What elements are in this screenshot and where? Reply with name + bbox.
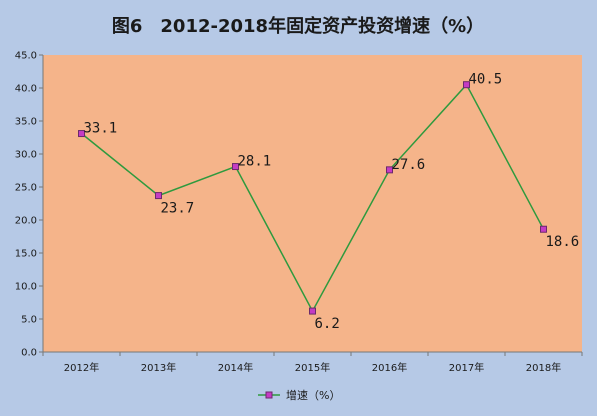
legend: 增速（%） <box>258 388 340 402</box>
legend-marker <box>265 391 273 399</box>
y-tick-label: 25.0 <box>15 183 37 194</box>
legend-label: 增速（%） <box>286 388 340 402</box>
y-tick-label: 5.0 <box>21 315 37 326</box>
data-label: 33.1 <box>84 121 118 137</box>
y-tick-label: 0.0 <box>21 348 37 359</box>
series-layer: 33.1 23.7 28.1 6.2 27.6 40.5 18.6 <box>78 72 580 332</box>
x-tick-label: 2014年 <box>218 361 253 374</box>
data-label: 40.5 <box>469 72 503 88</box>
data-label: 23.7 <box>161 201 195 217</box>
data-point-marker <box>386 166 393 174</box>
y-axis-ticks: 0.0 5.0 10.0 15.0 20.0 25.0 30.0 35.0 40.0 45.0 <box>15 51 43 359</box>
x-tick-label: 2012年 <box>64 361 99 374</box>
y-tick-label: 45.0 <box>15 51 37 62</box>
y-tick-label: 20.0 <box>15 216 37 227</box>
y-tick-label: 10.0 <box>15 282 37 293</box>
x-tick-label: 2018年 <box>526 361 561 374</box>
plot-area <box>43 55 582 352</box>
x-tick-label: 2015年 <box>295 361 330 374</box>
data-label: 6.2 <box>315 316 340 332</box>
y-tick-label: 40.0 <box>15 84 37 95</box>
data-label: 28.1 <box>238 154 272 170</box>
y-tick-label: 35.0 <box>15 117 37 128</box>
data-label: 18.6 <box>546 234 580 250</box>
data-point-marker <box>540 225 547 233</box>
x-tick-label: 2016年 <box>372 361 407 374</box>
data-point-marker <box>309 307 316 315</box>
x-axis-ticks: 2012年 2013年 2014年 2015年 2016年 2017年 2018年 <box>42 352 583 374</box>
data-point-marker <box>155 192 162 200</box>
data-point-marker <box>463 81 470 89</box>
y-tick-label: 30.0 <box>15 150 37 161</box>
x-tick-label: 2013年 <box>141 361 176 374</box>
data-label: 27.6 <box>392 157 426 173</box>
data-point-marker <box>232 163 239 171</box>
chart-title: 图6 2012-2018年固定资产投资增速（%） <box>112 15 484 37</box>
data-point-marker <box>78 130 85 138</box>
x-tick-label: 2017年 <box>449 361 484 374</box>
y-tick-label: 15.0 <box>15 249 37 260</box>
